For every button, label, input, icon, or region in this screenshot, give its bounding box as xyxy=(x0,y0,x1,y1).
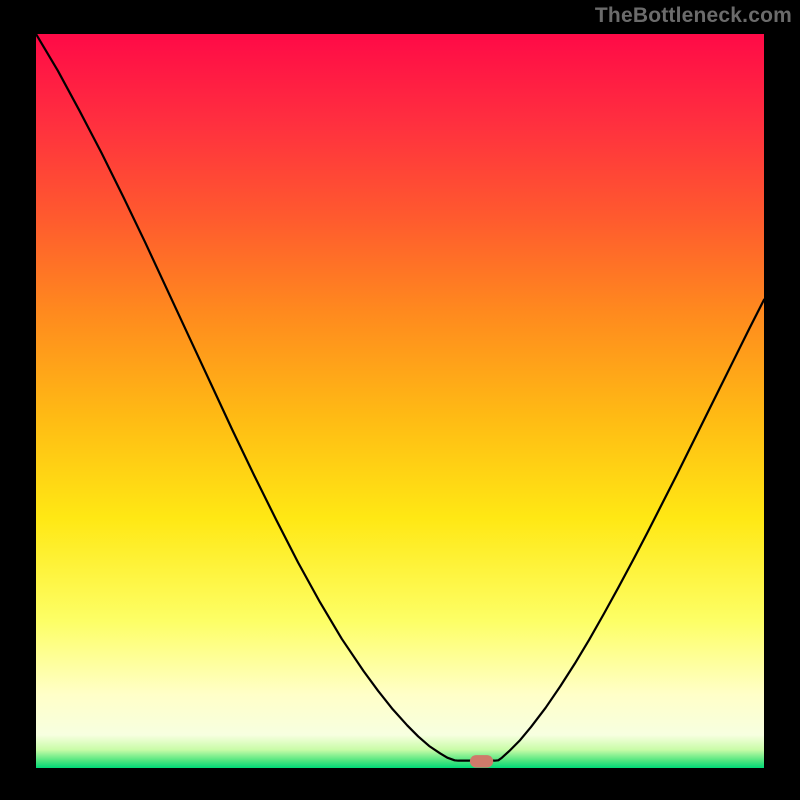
plot-svg xyxy=(36,34,764,768)
chart-stage: TheBottleneck.com xyxy=(0,0,800,800)
watermark-text: TheBottleneck.com xyxy=(595,4,792,28)
minimum-marker xyxy=(470,755,493,767)
plot-area xyxy=(36,34,764,768)
gradient-background xyxy=(36,34,764,768)
